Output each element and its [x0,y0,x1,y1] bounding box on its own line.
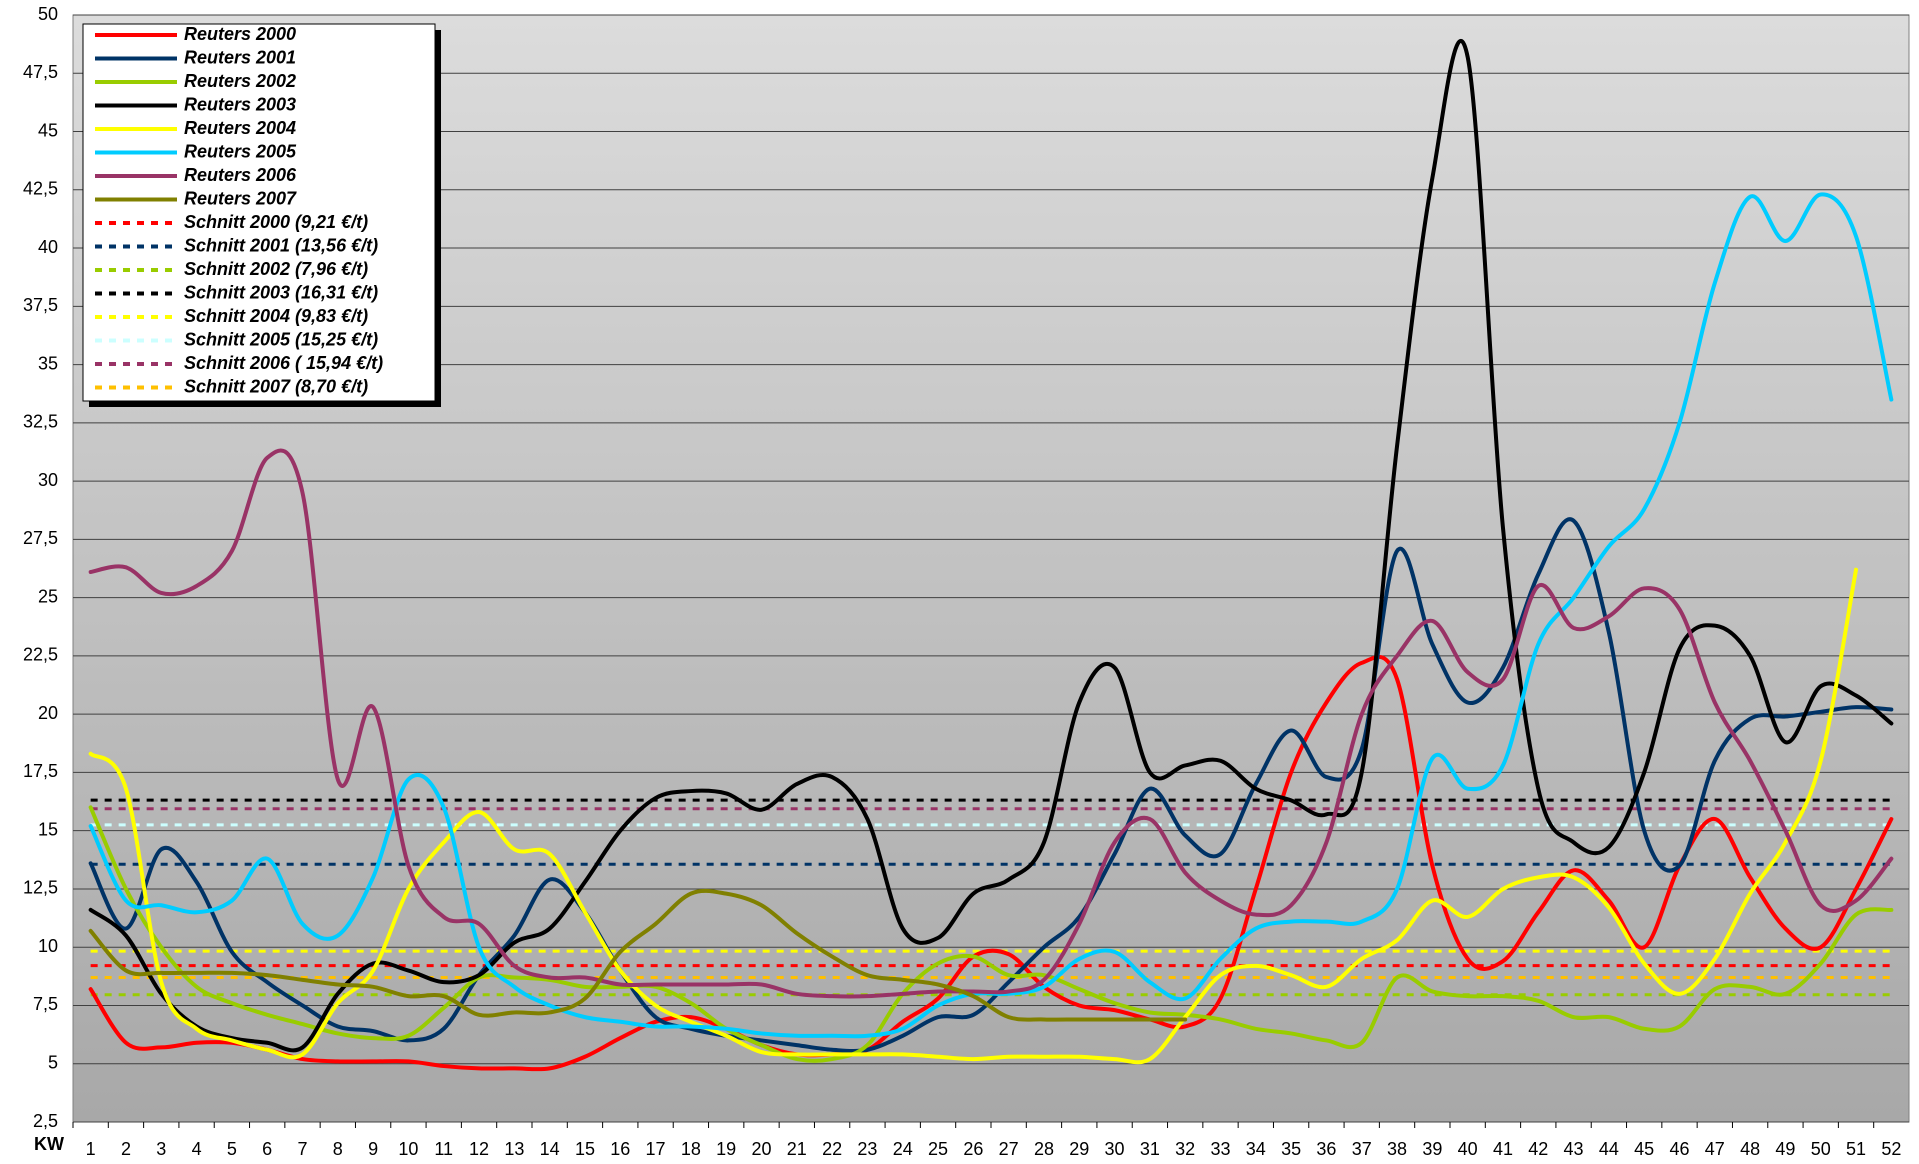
x-tick-label: 22 [822,1139,842,1159]
y-tick-label: 30 [38,470,58,490]
y-tick-label: 42,5 [23,179,58,199]
y-tick-label: 47,5 [23,62,58,82]
x-tick-label: 34 [1246,1139,1266,1159]
x-tick-label: 41 [1493,1139,1513,1159]
x-axis-label: KW [34,1134,64,1154]
x-tick-label: 5 [227,1139,237,1159]
x-tick-label: 29 [1069,1139,1089,1159]
x-tick-label: 6 [262,1139,272,1159]
y-tick-label: 15 [38,819,58,839]
x-tick-label: 26 [963,1139,983,1159]
x-tick-label: 28 [1034,1139,1054,1159]
legend-label: Schnitt 2005 (15,25 €/t) [184,329,378,349]
x-tick-label: 23 [857,1139,877,1159]
x-tick-label: 12 [469,1139,489,1159]
x-tick-label: 3 [156,1139,166,1159]
x-tick-label: 8 [333,1139,343,1159]
y-tick-label: 5 [48,1052,58,1072]
x-tick-label: 16 [610,1139,630,1159]
y-tick-label: 25 [38,586,58,606]
series-line [88,654,1894,1072]
y-tick-label: 40 [38,237,58,257]
legend-label: Schnitt 2002 (7,96 €/t) [184,259,368,279]
y-tick-label: 50 [38,4,58,24]
series-line [88,567,1859,1065]
x-tick-label: 48 [1740,1139,1760,1159]
y-tick-label: 45 [38,120,58,140]
x-tick-label: 42 [1528,1139,1548,1159]
x-tick-label: 24 [893,1139,913,1159]
x-tick-label: 18 [681,1139,701,1159]
x-tick-label: 36 [1316,1139,1336,1159]
x-tick-label: 2 [121,1139,131,1159]
x-tick-label: 33 [1210,1139,1230,1159]
x-tick-label: 9 [368,1139,378,1159]
x-tick-label: 40 [1458,1139,1478,1159]
legend-label: Reuters 2001 [184,47,296,67]
x-tick-label: 21 [787,1139,807,1159]
legend-label: Reuters 2003 [184,94,296,114]
x-tick-label: 43 [1564,1139,1584,1159]
legend-label: Reuters 2002 [184,71,296,91]
x-tick-label: 51 [1846,1139,1866,1159]
x-tick-label: 27 [999,1139,1019,1159]
y-tick-label: 17,5 [23,761,58,781]
y-tick-label: 27,5 [23,528,58,548]
x-tick-label: 19 [716,1139,736,1159]
x-tick-label: 4 [192,1139,202,1159]
x-tick-label: 39 [1422,1139,1442,1159]
x-tick-label: 49 [1775,1139,1795,1159]
x-tick-label: 38 [1387,1139,1407,1159]
legend-label: Schnitt 2006 ( 15,94 €/t) [184,353,383,373]
legend-label: Schnitt 2004 (9,83 €/t) [184,306,368,326]
series-line [88,888,1188,1022]
x-tick-label: 11 [434,1139,453,1159]
y-tick-label: 37,5 [23,295,58,315]
series-line [88,517,1894,1053]
y-tick-label: 32,5 [23,412,58,432]
legend-label: Schnitt 2001 (13,56 €/t) [184,235,378,255]
y-tick-label: 12,5 [23,878,58,898]
x-tick-label: 37 [1352,1139,1372,1159]
x-tick-label: 46 [1669,1139,1689,1159]
x-tick-label: 35 [1281,1139,1301,1159]
x-tick-label: 20 [751,1139,771,1159]
series-line [88,192,1894,1039]
y-tick-label: 10 [38,936,58,956]
series-line [88,38,1894,1053]
x-tick-label: 1 [86,1139,96,1159]
legend-label: Reuters 2007 [184,188,297,208]
legend-label: Schnitt 2003 (16,31 €/t) [184,282,378,302]
legend-label: Reuters 2005 [184,141,297,161]
legend-label: Reuters 2006 [184,165,297,185]
series-line [88,805,1894,1063]
x-tick-label: 30 [1105,1139,1125,1159]
legend [82,23,436,402]
series-line [88,448,1894,999]
y-tick-label: 35 [38,353,58,373]
x-tick-label: 31 [1140,1139,1160,1159]
legend-label: Reuters 2000 [184,24,296,44]
x-tick-label: 32 [1175,1139,1195,1159]
x-tick-label: 52 [1881,1139,1901,1159]
y-tick-label: 20 [38,703,58,723]
x-tick-label: 10 [398,1139,418,1159]
x-tick-label: 7 [297,1139,307,1159]
legend-label: Schnitt 2007 (8,70 €/t) [184,376,368,396]
x-tick-label: 14 [540,1139,560,1159]
x-tick-label: 47 [1705,1139,1725,1159]
x-tick-label: 25 [928,1139,948,1159]
x-tick-label: 17 [646,1139,666,1159]
x-tick-label: 13 [504,1139,524,1159]
x-tick-label: 45 [1634,1139,1654,1159]
legend-label: Schnitt 2000 (9,21 €/t) [184,212,368,232]
y-tick-label: 22,5 [23,645,58,665]
y-tick-label: 7,5 [33,994,58,1014]
x-tick-label: 15 [575,1139,595,1159]
legend-label: Reuters 2004 [184,118,296,138]
x-tick-label: 50 [1811,1139,1831,1159]
x-tick-label: 44 [1599,1139,1619,1159]
y-tick-label: 2,5 [33,1111,58,1131]
